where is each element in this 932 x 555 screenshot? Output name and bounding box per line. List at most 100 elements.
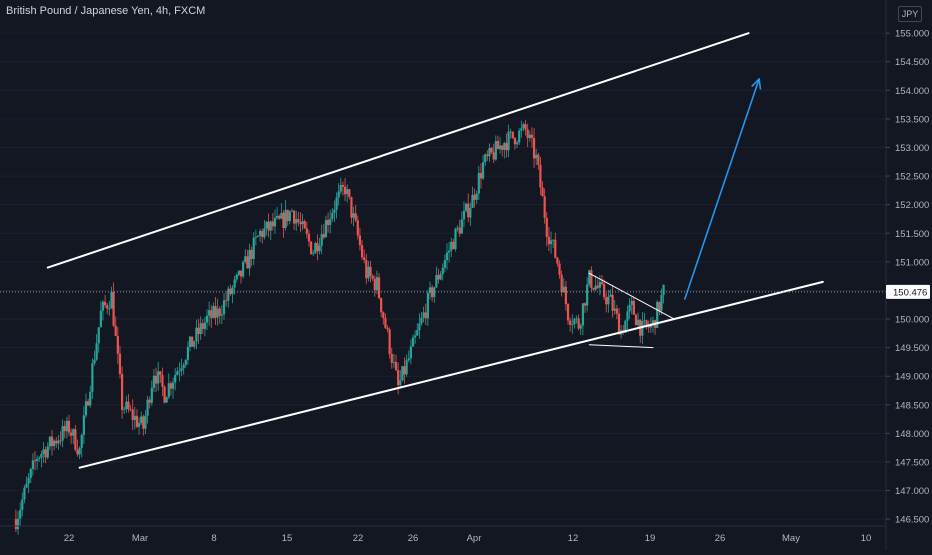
candle-body xyxy=(596,285,599,288)
candle-body xyxy=(418,323,421,331)
candle-body xyxy=(110,291,113,309)
price-tick-label: 149.500 xyxy=(895,343,929,354)
candle-body xyxy=(16,518,20,530)
candle-body xyxy=(231,287,234,295)
candle-body xyxy=(537,154,540,165)
candle-body xyxy=(660,294,663,311)
time-tick-label: May xyxy=(782,533,800,544)
candle-body xyxy=(337,191,340,198)
candle-body xyxy=(411,337,415,347)
candle-body xyxy=(254,236,257,238)
candle-body xyxy=(157,371,160,384)
candle-body xyxy=(448,250,451,253)
candle-body xyxy=(40,453,43,458)
price-tick-label: 149.000 xyxy=(895,372,929,383)
candle-body xyxy=(210,310,213,318)
price-tick-label: 152.500 xyxy=(895,172,929,183)
candle-body xyxy=(428,287,432,293)
candle-body xyxy=(656,301,659,328)
candle-body xyxy=(607,296,610,305)
candle-body xyxy=(299,222,302,225)
candle-body xyxy=(267,221,270,231)
candle-body xyxy=(450,241,453,251)
chart-title: British Pound / Japanese Yen, 4h, FXCM xyxy=(6,5,206,17)
candle-body xyxy=(322,234,325,238)
candle-body xyxy=(205,315,209,323)
candle-body xyxy=(600,282,604,284)
candle-body xyxy=(467,203,470,218)
candle-body xyxy=(352,213,355,218)
price-tick-label: 147.000 xyxy=(895,486,929,497)
candle-body xyxy=(501,145,504,150)
candle-body xyxy=(522,124,525,129)
candle-body xyxy=(250,249,253,260)
candle-body xyxy=(169,383,173,389)
candle-body xyxy=(441,267,444,275)
candle-body xyxy=(297,219,300,223)
candle-body xyxy=(129,409,132,411)
candle-body xyxy=(335,197,338,210)
candle-body xyxy=(503,143,506,150)
candle-body xyxy=(182,364,185,369)
currency-button[interactable]: JPY xyxy=(898,6,922,22)
candle-body xyxy=(144,415,147,429)
price-tick-label: 148.000 xyxy=(895,429,929,440)
candle-body xyxy=(371,275,374,279)
candle-body xyxy=(435,275,438,288)
candle-body xyxy=(377,277,381,299)
candle-body xyxy=(367,266,370,279)
candle-body xyxy=(401,366,404,381)
candle-body xyxy=(142,416,145,429)
candle-body xyxy=(554,239,557,258)
candle-body xyxy=(133,415,136,420)
candle-body xyxy=(229,288,232,295)
candle-body xyxy=(454,228,457,250)
candle-body xyxy=(380,298,383,313)
time-tick-label: Mar xyxy=(132,533,148,544)
candle-body xyxy=(14,519,18,530)
candle-body xyxy=(261,230,264,238)
candle-body xyxy=(21,499,24,510)
candle-body xyxy=(526,129,529,138)
candle-body xyxy=(605,297,608,305)
candle-body xyxy=(465,203,468,211)
candle-body xyxy=(354,213,357,221)
candle-body xyxy=(74,429,77,450)
candle-body xyxy=(286,209,289,222)
candle-body xyxy=(269,221,272,231)
time-tick-label: Apr xyxy=(467,533,482,544)
candle-body xyxy=(29,468,32,478)
candle-body xyxy=(108,308,111,310)
candle-body xyxy=(469,208,472,218)
price-tick-label: 153.000 xyxy=(895,143,929,154)
candle-body xyxy=(193,341,196,347)
candle-body xyxy=(186,346,190,360)
candle-body xyxy=(220,314,223,316)
time-axis[interactable]: 22 Mar 8 15 22 26 Apr 12 19 26 May 10 xyxy=(64,533,872,544)
candle-body xyxy=(341,184,345,187)
candle-body xyxy=(543,196,546,218)
candle-body xyxy=(237,270,240,275)
candle-body xyxy=(360,245,364,258)
candle-body xyxy=(426,292,429,319)
time-tick-label: 22 xyxy=(353,533,364,544)
candle-body xyxy=(106,305,109,309)
candle-body xyxy=(95,343,98,360)
candle-body xyxy=(511,131,514,138)
candle-body xyxy=(150,387,153,403)
candle-body xyxy=(135,415,139,427)
candle-body xyxy=(191,336,194,347)
candle-body xyxy=(577,318,580,329)
time-tick-label: 12 xyxy=(568,533,579,544)
candle-body xyxy=(318,245,321,252)
candle-body xyxy=(433,287,436,298)
candle-body xyxy=(552,239,555,241)
candle-body xyxy=(530,134,534,139)
candle-body xyxy=(641,321,644,336)
candle-body xyxy=(373,278,376,291)
candle-body xyxy=(188,336,192,347)
candle-body xyxy=(104,301,107,306)
